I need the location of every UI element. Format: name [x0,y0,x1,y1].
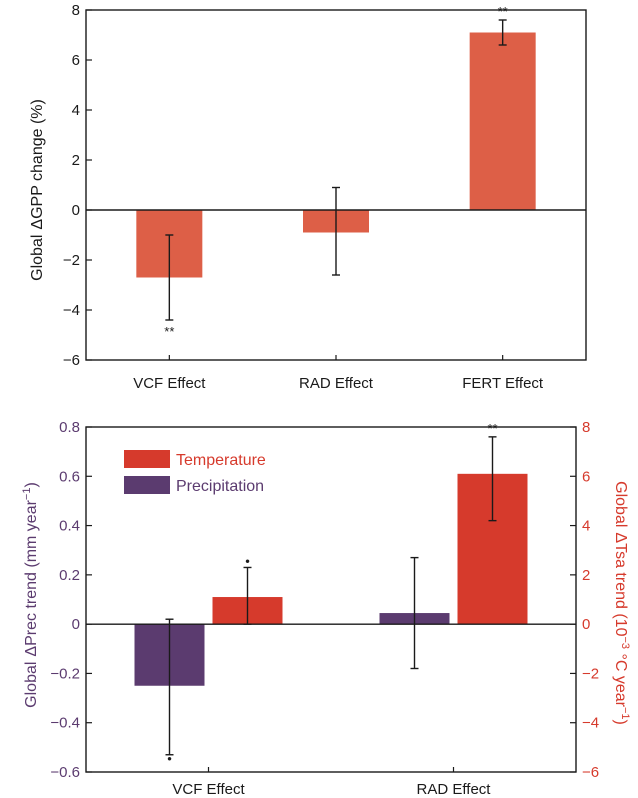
bottom-left-ytick-label: −0.4 [50,715,80,732]
top-ytick-label: 8 [72,2,80,19]
bottom-left-ylabel-symbol: Δ [23,646,40,657]
bottom-left-ylabel: Global ΔPrec trend (mm year−1) [21,482,40,708]
top-ytick-label: −2 [63,252,80,269]
legend-swatch-precipitation [124,476,170,494]
top-ytick-label: 4 [72,102,80,119]
top-xtick-label: RAD Effect [299,375,374,392]
bottom-right-ylabel-sup2: −1 [619,707,631,720]
bottom-left-ytick-label: 0 [72,616,80,633]
bottom-right-ylabel-mid: °C year [612,649,629,708]
bottom-left-ytick-label: 0.4 [59,518,80,535]
gpp-change-chart: Global ΔGPP change (%) −6 −4 −2 0 2 4 6 8 ** VCF E… [29,2,587,392]
bottom-right-ylabel-close: ) [612,720,629,725]
top-ytick-label: 6 [72,52,80,69]
bottom-left-ytick-label: 0.2 [59,567,80,584]
bottom-right-ytick-label: 4 [582,518,590,535]
bottom-right-ytick-label: −2 [582,665,599,682]
top-ytick-label: 0 [72,202,80,219]
top-ylabel-symbol: Δ [29,219,46,230]
bottom-left-ylabel-prefix: Global [23,662,40,708]
top-ytick-label: −4 [63,302,80,319]
bottom-right-ytick-label: 0 [582,616,590,633]
bottom-left-ylabel-sup: −1 [21,488,33,501]
top-xtick-label: FERT Effect [462,375,544,392]
bottom-significance-marker: • [245,553,250,568]
bottom-left-ylabel-rest: Prec trend (mm year [23,499,40,645]
top-ytick-label: 2 [72,152,80,169]
legend-label-precipitation: Precipitation [176,478,264,495]
legend-label-temperature: Temperature [176,452,266,469]
bottom-left-ytick-label: −0.2 [50,665,80,682]
bottom-right-ytick-label: 8 [582,419,590,436]
bottom-left-ytick-label: 0.8 [59,419,80,436]
bottom-right-ylabel-rest: Tsa trend (10 [612,543,629,636]
top-bar [469,32,536,210]
bottom-xtick-label: VCF Effect [172,781,245,798]
top-ytick-label: −6 [63,352,80,369]
bottom-right-ylabel-symbol: Δ [612,532,629,543]
bottom-right-ytick-label: −4 [582,715,599,732]
bottom-plot-frame [85,426,577,773]
bottom-left-ylabel-close: ) [23,482,40,487]
bottom-right-ytick-label: −6 [582,764,599,781]
legend-swatch-temperature [124,450,170,468]
bottom-significance-marker: • [167,751,172,766]
trend-chart: GlobalΔPrec trend (mm year−1) GlobalΔTsa… [21,419,631,798]
bottom-left-ytick-label: −0.6 [50,764,80,781]
bottom-left-ytick-label: 0.6 [59,468,80,485]
bottom-right-ytick-label: 2 [582,567,590,584]
top-ylabel-prefix: Global [29,235,46,281]
top-significance-marker: ** [164,324,174,339]
top-ylabel-rest: GPP change (%) [29,99,46,219]
top-significance-marker: ** [498,4,508,19]
bottom-right-ylabel-sup: −3 [619,636,631,649]
bottom-significance-marker: ** [487,421,497,436]
top-ylabel: Global ΔGPP change (%) [29,99,46,281]
top-xtick-label: VCF Effect [133,375,206,392]
bottom-right-ylabel-prefix: Global [612,481,629,527]
bottom-xtick-label: RAD Effect [417,781,492,798]
bottom-right-ytick-label: 6 [582,468,590,485]
bottom-right-ylabel: Global ΔTsa trend (10−3 °C year−1) [612,481,631,725]
